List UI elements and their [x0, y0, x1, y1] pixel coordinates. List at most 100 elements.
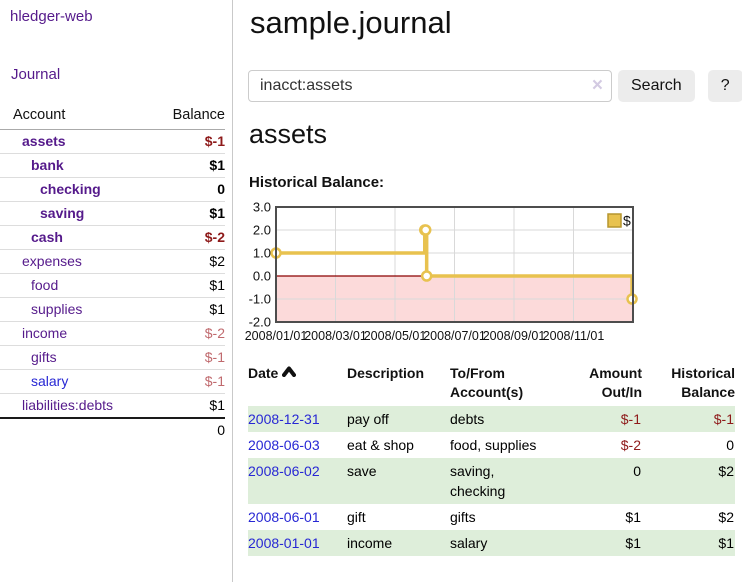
account-heading: assets	[249, 119, 328, 149]
transaction-amount: $-1	[560, 406, 642, 432]
x-axis-tick-label: 2008/11/01	[543, 329, 605, 343]
account-link-bank[interactable]: bank	[31, 157, 64, 173]
account-row: gifts $-1	[0, 345, 225, 370]
transaction-date-link[interactable]: 2008-06-01	[248, 509, 320, 525]
transaction-row: 2008-06-02 save saving, checking 0 $2	[248, 458, 735, 504]
account-balance: $1	[152, 273, 225, 298]
transaction-date-cell: 2008-06-01	[248, 504, 347, 530]
transaction-accounts: debts	[450, 406, 560, 432]
help-button[interactable]: ?	[707, 70, 742, 102]
account-row: income $-2	[0, 321, 225, 346]
register-header-date[interactable]: Date	[248, 360, 347, 406]
register-header-to-from-account-s: To/From Account(s)	[450, 365, 524, 400]
transaction-accounts: saving, checking	[450, 458, 560, 504]
transaction-row: 2008-06-03 eat & shop food, supplies $-2 0	[248, 432, 735, 458]
transaction-amount: $1	[625, 509, 641, 525]
transaction-balance: 0	[726, 437, 734, 453]
transaction-row: 2008-12-31 pay off debts $-1 $-1	[248, 406, 735, 432]
y-axis-tick-label: 2.0	[253, 223, 271, 238]
account-balance: $1	[152, 297, 225, 322]
transaction-date-cell: 2008-12-31	[248, 406, 347, 432]
x-axis-tick-label: 2008/03/01	[304, 329, 367, 343]
search-input[interactable]	[248, 70, 612, 102]
data-point-marker	[419, 224, 432, 236]
legend-swatch	[607, 213, 622, 228]
account-balance: $-2	[152, 321, 225, 346]
data-point-marker	[420, 270, 433, 282]
account-link-salary[interactable]: salary	[31, 373, 69, 389]
y-axis-tick-label: 0.0	[253, 269, 271, 284]
transaction-description: pay off	[347, 406, 450, 432]
transaction-amount: $1	[560, 530, 642, 556]
account-row: supplies $1	[0, 297, 225, 322]
x-axis-tick-label: 2008/01/01	[245, 329, 308, 343]
account-link-liabilities-debts[interactable]: liabilities:debts	[22, 397, 114, 413]
account-balance: $-1	[152, 369, 225, 394]
account-row: food $1	[0, 273, 225, 298]
transaction-balance: $1	[642, 530, 735, 556]
account-row: saving $1	[0, 201, 225, 226]
search-bar: × Search ?	[248, 70, 742, 102]
x-axis-tick-label: 2008/07/01	[423, 329, 486, 343]
transaction-date-link[interactable]: 2008-06-02	[248, 463, 320, 479]
sort-asc-icon	[282, 366, 297, 377]
account-row: liabilities:debts $1	[0, 393, 225, 419]
sidebar-item-journal[interactable]: Journal	[11, 66, 61, 83]
y-axis-tick-label: -2.0	[249, 315, 271, 330]
balance-column-header: Balance	[152, 103, 225, 130]
account-balance-table: Account Balance assets $-1 bank $1 checking 0…	[0, 103, 225, 442]
transaction-date-link[interactable]: 2008-06-03	[248, 437, 320, 453]
account-name-cell: assets	[0, 129, 152, 154]
account-link-gifts[interactable]: gifts	[31, 349, 57, 365]
account-link-assets[interactable]: assets	[22, 133, 66, 149]
transaction-row: 2008-06-01 gift gifts $1 $2	[248, 504, 735, 530]
transaction-accounts: food, supplies	[450, 437, 537, 453]
account-name-cell: liabilities:debts	[0, 393, 152, 419]
transaction-amount: 0	[560, 458, 642, 504]
search-button[interactable]: Search	[618, 70, 695, 102]
account-link-supplies[interactable]: supplies	[31, 301, 83, 317]
account-balance: $-2	[152, 225, 225, 250]
register-header-historical-balance: Historical Balance	[671, 365, 735, 400]
account-link-saving[interactable]: saving	[40, 205, 85, 221]
account-link-expenses[interactable]: expenses	[22, 253, 82, 269]
y-axis-tick-label: 1.0	[253, 246, 271, 261]
clear-search-icon[interactable]: ×	[591, 74, 603, 96]
account-column-header: Account	[0, 103, 152, 130]
account-row: salary $-1	[0, 369, 225, 394]
account-name-cell: supplies	[0, 297, 152, 322]
account-balance: $-1	[152, 129, 225, 154]
account-balance: $1	[152, 201, 225, 226]
sidebar: hledger-web Journal Account Balance asse…	[0, 0, 233, 582]
account-balance: 0	[152, 177, 225, 202]
account-name-cell: gifts	[0, 345, 152, 370]
account-name-cell: checking	[0, 177, 152, 202]
transaction-date-link[interactable]: 2008-01-01	[248, 535, 320, 551]
account-row: checking 0	[0, 177, 225, 202]
app-title-link[interactable]: hledger-web	[10, 8, 93, 25]
account-link-food[interactable]: food	[31, 277, 59, 293]
register-table: Date Description To/From Account(s) Amount …	[248, 360, 735, 556]
account-balance: $-1	[152, 345, 225, 370]
account-row: bank $1	[0, 153, 225, 178]
chart-title: Historical Balance:	[249, 174, 385, 191]
register-header-description: Description	[347, 365, 425, 381]
total-balance: 0	[217, 422, 225, 438]
transaction-date-link[interactable]: 2008-12-31	[248, 411, 320, 427]
y-axis-tick-label: -1.0	[249, 292, 271, 307]
historical-balance-chart: $3.0 2.0 1.0 0.0 -1.0 -2.02008/01/012008/03/0…	[245, 200, 638, 343]
register-header-amount-out-in: Amount Out/In	[589, 365, 642, 400]
legend-label: $	[623, 213, 631, 229]
y-axis-tick-label: 3.0	[253, 200, 271, 215]
transaction-date-cell: 2008-01-01	[248, 530, 347, 556]
transaction-description: income	[347, 530, 450, 556]
account-name-cell: salary	[0, 369, 152, 394]
account-name-cell: income	[0, 321, 152, 346]
transaction-balance: $-1	[642, 406, 735, 432]
account-link-income[interactable]: income	[22, 325, 68, 341]
transaction-balance: $2	[642, 458, 735, 504]
transaction-date-cell: 2008-06-03	[248, 432, 347, 458]
account-link-checking[interactable]: checking	[40, 181, 101, 197]
account-link-cash[interactable]: cash	[31, 229, 63, 245]
account-name-cell: bank	[0, 153, 152, 178]
